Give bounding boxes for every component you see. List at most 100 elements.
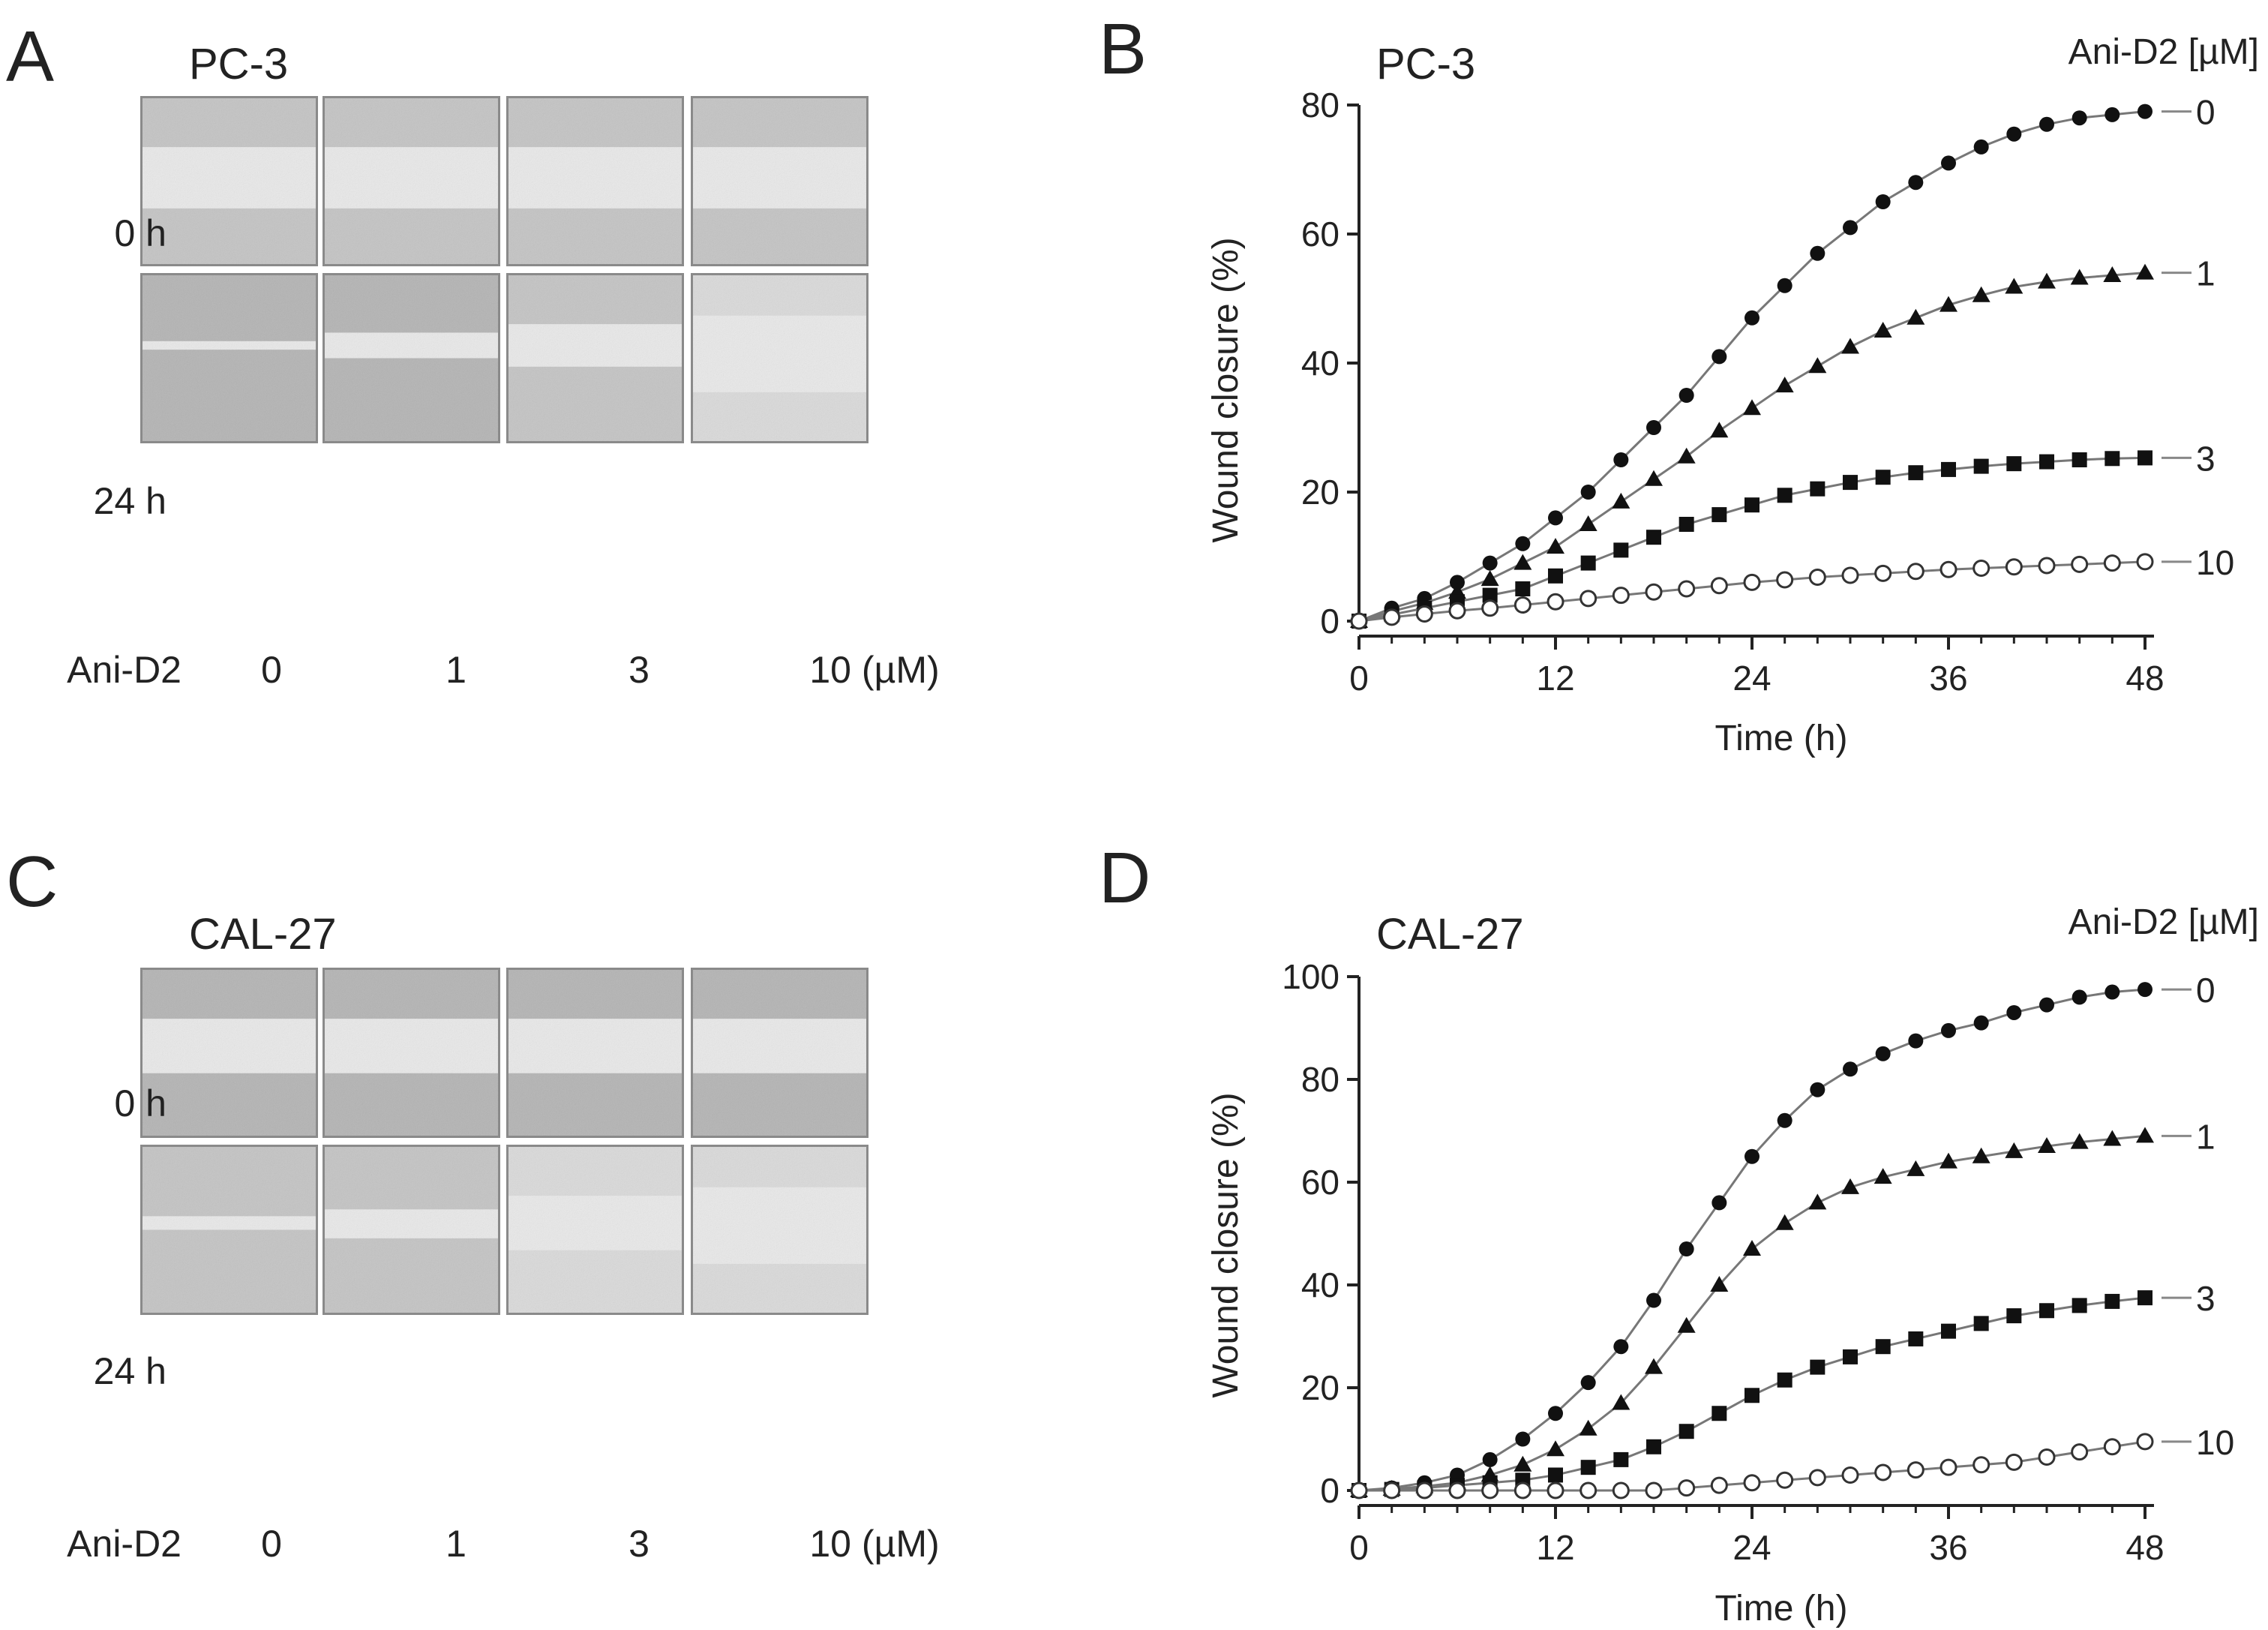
data-point [2136, 263, 2154, 280]
data-point [2138, 450, 2152, 466]
data-point [1940, 560, 1958, 578]
data-point [2072, 1298, 2087, 1313]
x-tick-label: 36 [1929, 659, 1967, 698]
series-0: 0 [1352, 971, 2216, 1498]
data-point [1874, 322, 1892, 338]
y-tick-label: 0 [1320, 602, 1340, 641]
y-tick-label: 80 [1301, 1060, 1340, 1099]
chart-d-legend-title: Ani-D2 [µM] [2068, 902, 2259, 942]
data-point [1744, 310, 1760, 326]
chart-d-title: CAL-27 [1376, 910, 1524, 959]
data-point [1580, 1481, 1598, 1499]
data-point [1808, 1469, 1826, 1487]
data-point [1546, 1481, 1564, 1499]
series-0: 0 [1352, 93, 2216, 629]
x-tick-label: 24 [1732, 659, 1771, 698]
x-tick-label: 0 [1349, 1528, 1369, 1567]
data-point [1481, 599, 1499, 617]
data-point [1579, 1419, 1598, 1436]
data-point [1383, 608, 1401, 626]
data-point [1843, 475, 1858, 491]
data-point [2138, 982, 2152, 998]
series-end-label: 10 [2196, 1423, 2234, 1462]
data-point [1546, 538, 1564, 554]
data-point [1808, 569, 1826, 587]
data-point [1514, 554, 1532, 570]
data-point [2070, 1133, 2089, 1149]
data-point [1710, 1276, 1729, 1292]
data-point [1383, 1481, 1401, 1499]
data-point [1808, 357, 1827, 374]
data-point [1712, 507, 1727, 523]
y-tick-label: 100 [1282, 957, 1340, 996]
data-point [1710, 577, 1728, 595]
data-point [1775, 377, 1794, 393]
x-tick-label: 36 [1929, 1528, 1967, 1567]
data-point [2103, 266, 2122, 283]
data-point [2070, 269, 2089, 285]
data-point [1482, 1451, 1498, 1467]
chart-b: B PC-3 Ani-D2 [µM] Time (h) Wound closur… [1099, 9, 2259, 758]
data-point [1678, 517, 1694, 532]
x-tick-label: 12 [1536, 1528, 1574, 1567]
data-point [1448, 1481, 1466, 1499]
series-end-label: 1 [2196, 1117, 2216, 1156]
data-point [1875, 1339, 1891, 1355]
micrograph-grid-a [140, 96, 868, 443]
micrograph-tile [322, 968, 500, 1138]
data-point [2038, 1137, 2056, 1154]
micrograph-tile [506, 968, 684, 1138]
data-point [1677, 447, 1696, 464]
data-point [2103, 1130, 2122, 1146]
data-point [1874, 1168, 1892, 1184]
micrograph-tile [691, 968, 868, 1138]
data-point [2038, 557, 2056, 575]
y-tick-label: 0 [1320, 1471, 1340, 1510]
data-point [1972, 1456, 1990, 1474]
treatment-label-a: Ani-D2 [67, 649, 182, 691]
data-point [2071, 555, 2089, 573]
data-point [1415, 1481, 1433, 1499]
data-point [1514, 596, 1532, 614]
micrograph-tile [691, 1145, 868, 1315]
series-end-label: 10 [2196, 543, 2234, 582]
micrograph-tile [140, 273, 318, 443]
data-point [1645, 470, 1663, 486]
data-point [1710, 422, 1729, 438]
micrograph-tile [322, 1145, 500, 1315]
data-point [1841, 1466, 1859, 1484]
data-point [1515, 581, 1531, 596]
micrograph-tile [140, 1145, 318, 1315]
data-point [1908, 175, 1924, 191]
dose-label-1: 1 [446, 1523, 466, 1565]
y-tick-label: 80 [1301, 86, 1340, 125]
data-point [1612, 1481, 1630, 1499]
data-point [2072, 989, 2087, 1005]
data-point [2006, 126, 2022, 142]
data-point [1481, 1481, 1499, 1499]
data-point [2006, 456, 2022, 472]
micrograph-grid-c [140, 968, 868, 1315]
data-point [1973, 1316, 1989, 1331]
data-point [1514, 1455, 1532, 1472]
data-point [2136, 553, 2154, 571]
data-point [2005, 278, 2024, 294]
data-point [1645, 583, 1663, 601]
chart-b-plot: 0 20 40 60 80 0 12 24 36 48 0 1 3 10 [1301, 86, 2234, 698]
data-point [1908, 1331, 1924, 1346]
data-point [2006, 1004, 2022, 1020]
data-point [1580, 590, 1598, 608]
data-point [2138, 1290, 2152, 1306]
data-point [1450, 575, 1465, 590]
data-point [2071, 1443, 2089, 1461]
data-point [2038, 272, 2056, 289]
data-point [1843, 220, 1858, 236]
data-point [1645, 1358, 1663, 1374]
data-point [1875, 1046, 1891, 1061]
micrograph-tile [322, 96, 500, 266]
x-tick-label: 48 [2126, 659, 2164, 698]
micrograph-tile [506, 1145, 684, 1315]
data-point [1548, 1406, 1563, 1421]
data-point [1514, 1481, 1532, 1499]
data-point [2039, 116, 2054, 132]
